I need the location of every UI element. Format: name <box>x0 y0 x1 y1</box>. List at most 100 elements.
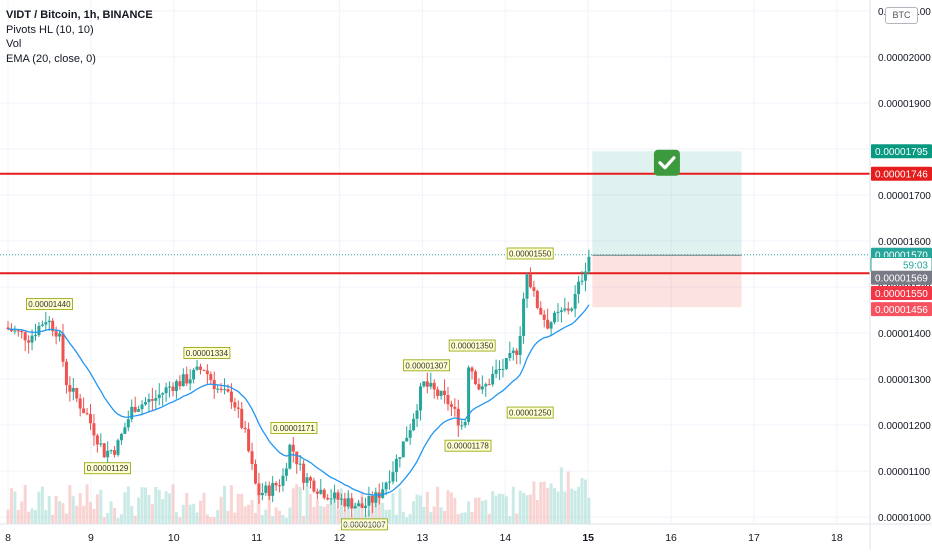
candle-body <box>367 495 371 506</box>
volume-bar <box>298 486 302 524</box>
candle-body <box>264 485 268 493</box>
indicator-volume[interactable]: Vol <box>6 38 22 50</box>
candle-body <box>501 368 505 370</box>
candle-body <box>436 389 440 396</box>
price-label: 59:03 <box>903 260 928 271</box>
volume-bar <box>250 500 254 524</box>
ema-path <box>7 304 590 496</box>
candle-body <box>559 310 563 312</box>
volume-bar <box>171 484 175 524</box>
pivot-label: 0.00001307 <box>405 361 448 370</box>
volume-bar <box>123 492 127 524</box>
y-tick-label: 0.00002000 <box>878 53 931 64</box>
candle-body <box>463 421 467 426</box>
chart-legend: VIDT / Bitcoin, 1h, BINANCE Pivots HL (1… <box>6 8 153 66</box>
candle-body <box>226 389 230 392</box>
candle-body <box>439 390 443 396</box>
volume-bar <box>247 504 251 524</box>
volume-bar <box>47 495 51 524</box>
time-axis[interactable]: 8 9 10 11 12 13 14 15 16 17 18 <box>0 523 932 544</box>
currency-button[interactable]: BTC <box>885 7 918 24</box>
volume-bar <box>473 497 477 524</box>
volume-bar <box>284 517 288 524</box>
candle-body <box>54 331 58 337</box>
candle-body <box>374 492 378 503</box>
pivot-label: 0.00001334 <box>186 349 229 358</box>
candle-body <box>229 391 233 403</box>
candle-body <box>333 492 337 499</box>
candle-body <box>384 482 388 490</box>
candle-body <box>219 388 223 391</box>
x-tick-label: 10 <box>168 532 180 544</box>
horizontal-lines[interactable] <box>0 172 870 275</box>
volume-bar <box>322 506 326 524</box>
volume-bar <box>20 501 24 524</box>
volume-bar <box>528 494 532 524</box>
candle-body <box>192 369 196 380</box>
volume-bar <box>429 512 433 524</box>
volume-bar <box>75 505 79 524</box>
volume-bar <box>257 486 261 524</box>
volume-bar <box>130 505 134 524</box>
candle-body <box>47 320 51 323</box>
candle-body <box>398 457 402 459</box>
candle-body <box>168 386 172 388</box>
candle-body <box>370 495 374 503</box>
volume-bar <box>563 491 567 524</box>
volume-bar <box>168 493 172 524</box>
candle-body <box>556 311 560 313</box>
volume-bar <box>353 502 357 524</box>
pivot-labels: 0.00001440 0.00001129 0.00001334 0.00001171… <box>26 247 554 531</box>
volume-bar <box>9 488 13 524</box>
candle-body <box>425 381 429 387</box>
volume-bar <box>78 492 82 524</box>
candle-body <box>319 489 323 494</box>
volume-bar <box>99 489 103 524</box>
volume-bar <box>44 509 48 524</box>
candle-body <box>360 503 364 508</box>
x-tick-label: 16 <box>665 532 677 544</box>
volume-bar <box>51 514 55 524</box>
candle-body <box>6 327 10 330</box>
volume-bar <box>518 490 522 524</box>
volume-bar <box>240 493 244 524</box>
volume-bar <box>178 517 182 524</box>
volume-bar <box>288 507 292 524</box>
x-tick-label: 11 <box>251 532 262 544</box>
volume-bar <box>192 503 196 524</box>
volume-bar <box>16 510 20 524</box>
volume-bar <box>343 510 347 524</box>
indicator-pivots[interactable]: Pivots HL (10, 10) <box>6 23 94 36</box>
indicator-ema[interactable]: EMA (20, close, 0) <box>6 52 96 65</box>
candle-body <box>504 358 508 369</box>
candle-body <box>443 390 447 395</box>
volume-bar <box>418 495 422 524</box>
y-tick-label: 0.00001000 <box>878 513 931 524</box>
x-tick-label: 17 <box>748 532 760 544</box>
candle-body <box>477 384 481 390</box>
volume-bar <box>61 503 65 524</box>
volume-bar <box>198 500 202 524</box>
volume-bar <box>333 492 337 524</box>
symbol-title[interactable]: VIDT / Bitcoin, 1h, BINANCE <box>6 9 153 21</box>
candle-body <box>343 498 347 507</box>
volume-bars <box>6 467 591 524</box>
volume-bar <box>295 484 299 524</box>
volume-bar <box>305 485 309 524</box>
volume-bar <box>446 490 450 524</box>
candle-body <box>312 480 316 492</box>
pivot-box <box>26 298 73 311</box>
price-label: 0.00001746 <box>875 170 928 181</box>
candle-body <box>288 444 292 469</box>
volume-bar <box>412 501 416 524</box>
y-tick-label: 0.00001700 <box>878 191 931 202</box>
volume-bar <box>226 510 230 524</box>
price-label: 0.00001550 <box>875 289 928 300</box>
volume-bar <box>401 511 405 524</box>
candle-body <box>322 489 326 498</box>
volume-bar <box>27 511 31 524</box>
candle-body <box>511 350 515 353</box>
